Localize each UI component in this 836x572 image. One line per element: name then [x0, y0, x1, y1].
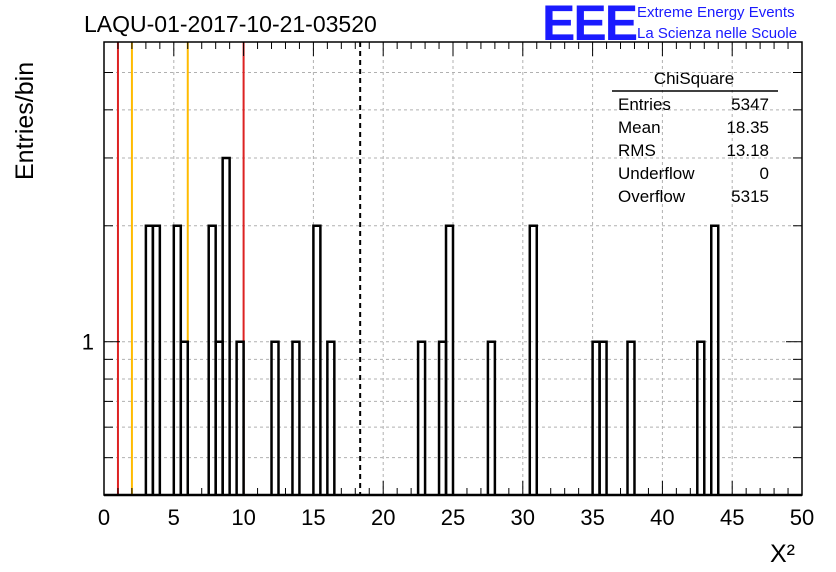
histogram-bin [696, 340, 706, 495]
logo-line-2: La Scienza nelle Scuole [637, 25, 797, 42]
x-tick-label: 20 [371, 505, 395, 530]
stats-label-overflow: Overflow [618, 187, 686, 206]
histogram-bin [326, 340, 336, 495]
histogram-bin [179, 340, 190, 495]
histogram-bin [486, 340, 497, 495]
chart-title: LAQU-01-2017-10-21-03520 [84, 11, 377, 37]
stats-value-underflow: 0 [760, 164, 769, 183]
axis-ticks: 0 5 10 15 20 25 30 35 40 45 50 1 [82, 42, 814, 530]
histogram-bin [291, 340, 301, 495]
stats-label-rms: RMS [618, 141, 656, 160]
logo-line-1: Extreme Energy Events [637, 4, 795, 21]
histogram-bin [270, 340, 280, 495]
x-tick-label: 15 [301, 505, 325, 530]
stats-value-entries: 5347 [731, 95, 769, 114]
x-axis-label: X² [770, 540, 795, 568]
histogram-bin [416, 340, 427, 495]
x-tick-label: 30 [511, 505, 535, 530]
histogram-bin [528, 224, 539, 495]
histogram-bin [710, 224, 720, 495]
histogram-bin [312, 224, 322, 495]
x-tick-label: 0 [98, 505, 110, 530]
histogram-bin [221, 156, 231, 495]
stats-value-overflow: 5315 [731, 187, 769, 206]
histogram-bin [598, 340, 608, 495]
y-axis-label: Entries/bin [11, 62, 39, 180]
stats-title: ChiSquare [654, 69, 734, 88]
stats-label-mean: Mean [618, 118, 661, 137]
histogram-bin [151, 224, 162, 495]
eee-logo: EEE [542, 0, 637, 51]
x-tick-label: 50 [790, 505, 814, 530]
x-tick-label: 5 [168, 505, 180, 530]
histogram-bin [626, 340, 636, 495]
histogram-bin [235, 340, 245, 495]
x-tick-label: 45 [720, 505, 744, 530]
y-tick-label: 1 [82, 330, 94, 355]
x-tick-label: 25 [441, 505, 465, 530]
stats-label-entries: Entries [618, 95, 671, 114]
x-tick-label: 40 [650, 505, 674, 530]
histogram-bin [444, 224, 455, 495]
stats-value-rms: 13.18 [726, 141, 769, 160]
histogram-bars [104, 156, 802, 497]
stats-box: ChiSquare Entries 5347 Mean 18.35 RMS 13… [612, 69, 778, 206]
stats-value-mean: 18.35 [726, 118, 769, 137]
x-tick-label: 35 [580, 505, 604, 530]
x-tick-label: 10 [231, 505, 255, 530]
stats-label-underflow: Underflow [618, 164, 695, 183]
